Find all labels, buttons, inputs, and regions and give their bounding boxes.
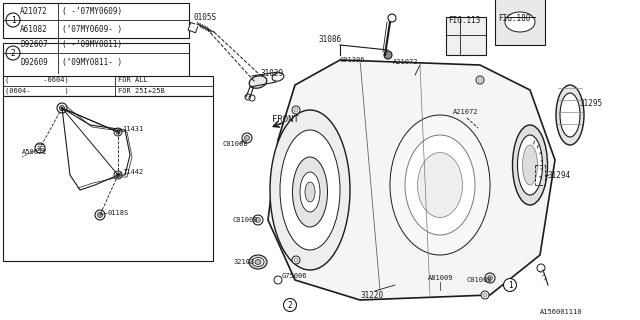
Bar bbox=[495, 0, 545, 45]
Text: A50672: A50672 bbox=[22, 149, 47, 155]
Circle shape bbox=[255, 218, 260, 222]
Text: A61082: A61082 bbox=[20, 25, 48, 34]
Circle shape bbox=[114, 171, 122, 179]
Circle shape bbox=[116, 173, 120, 177]
Circle shape bbox=[504, 278, 516, 292]
Text: 0118S: 0118S bbox=[107, 210, 128, 216]
Circle shape bbox=[292, 256, 300, 264]
Text: D92607: D92607 bbox=[20, 39, 48, 49]
Ellipse shape bbox=[255, 260, 261, 265]
Ellipse shape bbox=[417, 153, 463, 218]
Text: FOR 25I+25B: FOR 25I+25B bbox=[118, 88, 164, 94]
Ellipse shape bbox=[249, 76, 267, 88]
Circle shape bbox=[488, 276, 493, 281]
Ellipse shape bbox=[560, 93, 580, 137]
Ellipse shape bbox=[518, 135, 543, 195]
Ellipse shape bbox=[270, 110, 350, 270]
Circle shape bbox=[284, 299, 296, 311]
Circle shape bbox=[294, 108, 298, 112]
Ellipse shape bbox=[280, 130, 340, 250]
Circle shape bbox=[481, 291, 489, 299]
Circle shape bbox=[476, 76, 484, 84]
Text: G75006: G75006 bbox=[282, 273, 307, 279]
PathPatch shape bbox=[268, 60, 555, 300]
Text: G91306: G91306 bbox=[340, 57, 365, 63]
Ellipse shape bbox=[505, 12, 535, 32]
Text: 31220: 31220 bbox=[360, 292, 383, 300]
Text: D92609: D92609 bbox=[20, 58, 48, 67]
Text: (’09MY0811- ): (’09MY0811- ) bbox=[62, 58, 122, 67]
Text: (        -0604): ( -0604) bbox=[5, 77, 68, 83]
Bar bbox=[3, 96, 213, 261]
Text: 1: 1 bbox=[508, 281, 512, 290]
Ellipse shape bbox=[513, 125, 547, 205]
Ellipse shape bbox=[305, 182, 315, 202]
Circle shape bbox=[478, 78, 482, 82]
Circle shape bbox=[485, 273, 495, 283]
Text: A21072: A21072 bbox=[453, 109, 479, 115]
Bar bbox=[3, 76, 213, 96]
Text: A21072: A21072 bbox=[20, 6, 48, 15]
Circle shape bbox=[57, 103, 67, 113]
Circle shape bbox=[537, 264, 545, 272]
Bar bbox=[446, 17, 486, 55]
Ellipse shape bbox=[390, 115, 490, 255]
Circle shape bbox=[245, 94, 251, 100]
Ellipse shape bbox=[300, 172, 320, 212]
Circle shape bbox=[294, 258, 298, 262]
Text: FIG.113: FIG.113 bbox=[448, 15, 481, 25]
Text: 31294: 31294 bbox=[548, 171, 571, 180]
Circle shape bbox=[6, 46, 20, 60]
Text: ( -’09MY0811): ( -’09MY0811) bbox=[62, 39, 122, 49]
Circle shape bbox=[483, 293, 487, 297]
Circle shape bbox=[249, 95, 255, 101]
Text: FOR ALL: FOR ALL bbox=[118, 77, 148, 83]
Circle shape bbox=[384, 51, 392, 59]
Text: 2: 2 bbox=[11, 49, 15, 58]
Circle shape bbox=[292, 106, 300, 114]
Text: (’07MY0609- ): (’07MY0609- ) bbox=[62, 25, 122, 34]
Circle shape bbox=[253, 215, 263, 225]
Ellipse shape bbox=[252, 258, 264, 267]
Ellipse shape bbox=[405, 135, 475, 235]
Circle shape bbox=[114, 128, 122, 136]
Bar bbox=[3, 43, 189, 78]
Bar bbox=[188, 22, 198, 33]
Bar bbox=[3, 3, 189, 38]
Text: 31295: 31295 bbox=[580, 99, 603, 108]
Ellipse shape bbox=[272, 73, 284, 81]
Text: C01008: C01008 bbox=[222, 141, 248, 147]
Text: 11431: 11431 bbox=[122, 126, 143, 132]
Ellipse shape bbox=[556, 85, 584, 145]
Text: FRONT: FRONT bbox=[272, 115, 299, 124]
Text: A21072: A21072 bbox=[393, 59, 419, 65]
Text: ( -’07MY0609): ( -’07MY0609) bbox=[62, 6, 122, 15]
Circle shape bbox=[244, 135, 250, 140]
Text: A81009: A81009 bbox=[428, 275, 454, 281]
Text: 32103: 32103 bbox=[234, 259, 255, 265]
Text: 0105S: 0105S bbox=[193, 12, 216, 21]
Circle shape bbox=[388, 14, 396, 22]
Text: 2: 2 bbox=[288, 300, 292, 309]
Text: (0604-        ): (0604- ) bbox=[5, 88, 68, 94]
Text: C01008: C01008 bbox=[232, 217, 257, 223]
Circle shape bbox=[242, 133, 252, 143]
Circle shape bbox=[274, 276, 282, 284]
Text: A156001110: A156001110 bbox=[540, 309, 582, 315]
Ellipse shape bbox=[249, 255, 267, 269]
Text: 31029: 31029 bbox=[260, 68, 283, 77]
Circle shape bbox=[6, 13, 20, 27]
Text: C01008: C01008 bbox=[466, 277, 492, 283]
Ellipse shape bbox=[292, 157, 328, 227]
Circle shape bbox=[95, 210, 105, 220]
Text: 31086: 31086 bbox=[318, 35, 341, 44]
Text: 11442: 11442 bbox=[122, 169, 143, 175]
Circle shape bbox=[35, 143, 45, 153]
Ellipse shape bbox=[522, 145, 538, 185]
Circle shape bbox=[116, 130, 120, 134]
Circle shape bbox=[60, 106, 65, 110]
Circle shape bbox=[97, 212, 102, 218]
Text: FIG.180: FIG.180 bbox=[498, 13, 531, 22]
Text: 1: 1 bbox=[11, 15, 15, 25]
